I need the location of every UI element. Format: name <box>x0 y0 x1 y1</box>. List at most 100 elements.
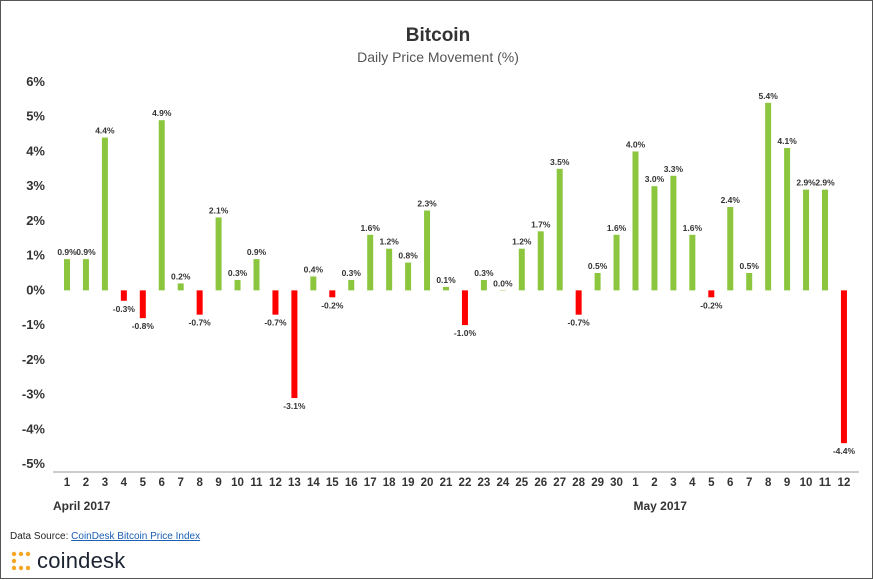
x-tick-label: 12 <box>838 477 851 489</box>
bar <box>765 103 771 291</box>
x-tick-label: 24 <box>496 477 509 489</box>
bar <box>83 259 89 290</box>
data-labels-group: 0.9% 0.9% 4.4% -0.3% -0.8% 4.9% 0.2% -0.7% 2.1% 0… <box>57 91 855 456</box>
x-tick-label: 12 <box>269 477 282 489</box>
x-tick-label: 3 <box>670 477 676 489</box>
data-label: -0.2% <box>321 300 344 310</box>
data-label: -4.4% <box>833 446 856 456</box>
data-label: -0.7% <box>568 318 591 328</box>
x-tick-label: 18 <box>383 477 396 489</box>
brand: coindesk <box>10 546 125 576</box>
x-tick-label: 2 <box>83 477 89 489</box>
bar <box>670 176 676 291</box>
data-label: 0.3% <box>342 268 362 278</box>
data-label: 2.9% <box>796 178 816 188</box>
bar <box>633 151 639 290</box>
data-label: 1.6% <box>607 223 627 233</box>
y-tick-label: -2% <box>22 352 46 367</box>
data-label: 2.4% <box>721 195 741 205</box>
data-label: -0.7% <box>189 318 212 328</box>
data-label: 0.3% <box>474 268 494 278</box>
bar <box>424 210 430 290</box>
y-tick-label: 4% <box>26 143 45 158</box>
bar <box>178 283 184 290</box>
y-tick-label: -1% <box>22 317 46 332</box>
brand-name: coindesk <box>37 548 125 574</box>
y-tick-label: 5% <box>26 109 45 124</box>
x-tick-label: 6 <box>727 477 733 489</box>
bar <box>746 273 752 290</box>
data-label: 3.0% <box>645 174 665 184</box>
x-tick-label: 4 <box>121 477 128 489</box>
data-label: -0.8% <box>132 321 155 331</box>
y-tick-label: -3% <box>22 387 46 402</box>
data-label: 3.3% <box>664 164 684 174</box>
x-tick-label: 10 <box>231 477 244 489</box>
x-tick-label: 23 <box>478 477 491 489</box>
x-tick-label: 8 <box>765 477 772 489</box>
bar <box>689 235 695 291</box>
x-tick-label: 16 <box>345 477 358 489</box>
x-tick-label: 1 <box>632 477 639 489</box>
bar <box>557 169 563 291</box>
bar <box>310 276 316 290</box>
bar <box>102 138 108 291</box>
data-label: 0.5% <box>588 261 608 271</box>
y-tick-label: 2% <box>26 213 45 228</box>
month-labels: April 2017 May 2017 <box>53 499 687 513</box>
data-label: -0.7% <box>264 318 287 328</box>
bar <box>519 249 525 291</box>
x-tick-label: 10 <box>800 477 813 489</box>
data-label: -0.3% <box>113 304 136 314</box>
bar <box>651 186 657 290</box>
bar <box>254 259 260 290</box>
data-label: 0.2% <box>171 271 191 281</box>
y-tick-label: 0% <box>26 282 45 297</box>
x-tick-label: 6 <box>159 477 165 489</box>
y-tick-label: 6% <box>26 74 45 89</box>
x-tick-label: 13 <box>288 477 301 489</box>
x-tick-label: 7 <box>177 477 183 489</box>
data-source-link[interactable]: CoinDesk Bitcoin Price Index <box>71 531 200 542</box>
y-tick-label: -4% <box>22 421 46 436</box>
x-tick-label: 2 <box>651 477 657 489</box>
x-tick-label: 5 <box>708 477 715 489</box>
bar <box>159 120 165 290</box>
bar <box>462 290 468 325</box>
bar <box>803 190 809 291</box>
data-label: -3.1% <box>283 401 306 411</box>
x-tick-label: 15 <box>326 477 339 489</box>
x-tick-label: 21 <box>440 477 453 489</box>
month-label: May 2017 <box>634 499 688 513</box>
data-label: 0.9% <box>57 247 77 257</box>
data-label: 0.9% <box>247 247 267 257</box>
x-tick-label: 25 <box>515 477 528 489</box>
data-label: 1.6% <box>683 223 703 233</box>
data-label: 1.2% <box>512 237 532 247</box>
y-tick-label: 3% <box>26 178 45 193</box>
x-tick-label: 14 <box>307 477 320 489</box>
x-tick-label: 29 <box>591 477 604 489</box>
chart-title: Bitcoin <box>406 25 470 46</box>
month-label: April 2017 <box>53 499 111 513</box>
bar <box>386 249 392 291</box>
data-source: Data Source: CoinDesk Bitcoin Price Inde… <box>10 531 200 542</box>
bar <box>272 290 278 314</box>
bar <box>291 290 297 398</box>
bar <box>64 259 70 290</box>
bar <box>140 290 146 318</box>
data-label: -1.0% <box>454 328 477 338</box>
x-tick-label: 5 <box>140 477 147 489</box>
data-label: 4.9% <box>152 108 172 118</box>
bar <box>235 280 241 290</box>
data-label: 4.4% <box>95 126 115 136</box>
x-tick-label: 1 <box>64 477 71 489</box>
x-tick-label: 20 <box>421 477 434 489</box>
bar <box>481 280 487 290</box>
x-tick-label: 22 <box>459 477 472 489</box>
x-tick-label: 17 <box>364 477 377 489</box>
x-tick-label: 3 <box>102 477 108 489</box>
data-label: 2.1% <box>209 205 229 215</box>
